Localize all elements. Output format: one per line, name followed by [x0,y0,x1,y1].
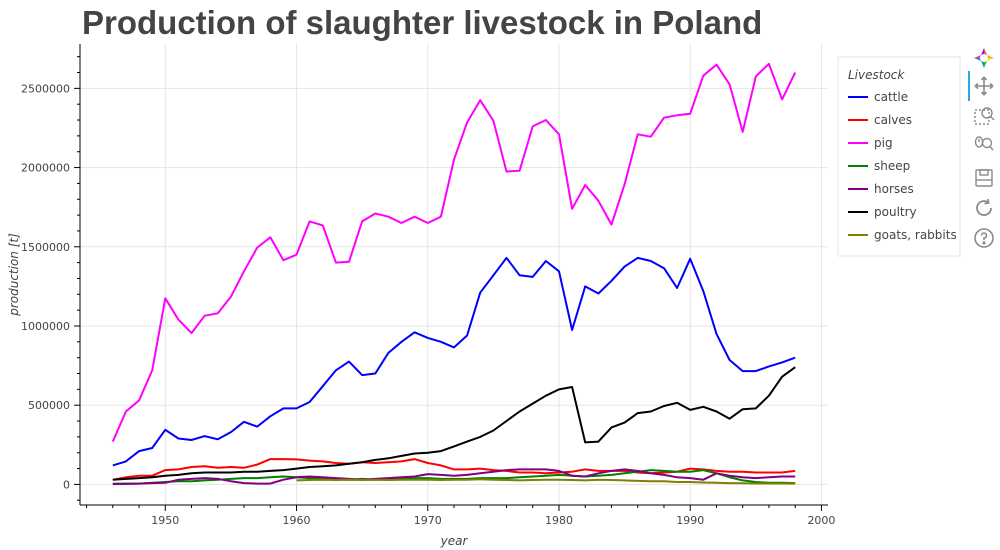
legend-item-label: pig [874,136,893,150]
legend-title: Livestock [848,68,905,82]
wheel-zoom-icon[interactable] [972,134,996,158]
y-tick-label: 0 [63,478,70,491]
pan-icon[interactable] [972,74,996,98]
x-tick-label: 1980 [545,514,573,527]
x-tick-label: 1990 [676,514,704,527]
box-zoom-icon[interactable] [972,104,996,128]
series-line-pig [111,62,797,442]
legend-item-label: goats, rabbits [874,228,957,242]
reset-icon[interactable] [972,196,996,220]
chart-title: Production of slaughter livestock in Pol… [82,4,762,41]
help-icon[interactable] [972,226,996,250]
save-icon[interactable] [972,166,996,190]
legend-item-label: calves [874,113,912,127]
legend: Livestock cattle calves pig sheep horses poul… [837,56,961,257]
grid [80,44,828,505]
axes: 1950 1960 1970 1980 1990 2000 0 500000 1000000 15… [21,44,835,527]
y-tick-label: 1500000 [21,241,70,254]
legend-box [837,56,961,257]
series-line-horses [112,468,796,486]
y-tick-label: 1000000 [21,320,70,333]
legend-item-label: cattle [874,90,908,104]
y-axis-label: production [t] [7,233,21,317]
plot-area[interactable] [80,44,828,505]
x-tick-label: 1970 [414,514,442,527]
y-tick-label: 2500000 [21,82,70,95]
bokeh-logo-icon[interactable] [972,46,996,70]
chart-toolbar [968,40,1000,280]
x-tick-label: 2000 [807,514,835,527]
active-tool-indicator [968,71,970,101]
series-layer [111,62,797,486]
plot-background[interactable] [80,44,828,505]
series-line-goats-rabbits [296,478,796,485]
legend-item-label: poultry [874,205,917,219]
x-axis-label: year [440,534,469,548]
series-line-cattle [112,256,796,467]
x-tick-label: 1950 [151,514,179,527]
legend-item-label: horses [874,182,914,196]
y-tick-label: 2000000 [21,162,70,175]
series-line-calves [112,458,796,481]
legend-item-label: sheep [874,159,910,173]
x-tick-label: 1960 [283,514,311,527]
y-tick-label: 500000 [28,399,70,412]
series-line-poultry [112,366,796,481]
